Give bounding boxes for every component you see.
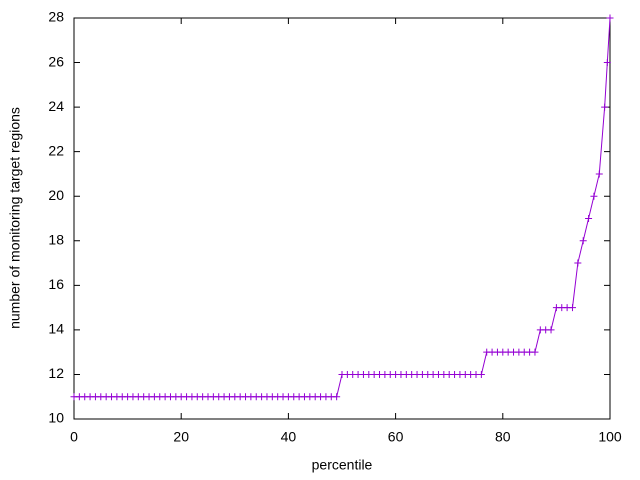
y-tick-label: 20 [48,187,64,203]
y-tick-label: 28 [48,9,64,25]
y-axis-label: number of monitoring target regions [7,107,23,329]
data-point [477,370,485,378]
data-point [568,304,576,312]
plot-frame [73,17,611,420]
data-point [590,192,598,200]
y-tick-label: 12 [48,365,64,381]
data-point [595,170,603,178]
y-tick-label: 22 [48,142,64,158]
data-point [606,14,614,22]
data-point [574,259,582,267]
data-line [74,17,611,398]
y-tick-label: 16 [48,276,64,292]
y-tick-label: 14 [48,321,64,337]
y-tick-label: 10 [48,410,64,426]
data-point [531,348,539,356]
y-tick-label: 18 [48,231,64,247]
x-tick-label: 40 [281,429,297,445]
y-tick-label: 26 [48,53,64,69]
data-point [585,215,593,222]
x-tick-label: 20 [173,429,189,445]
data-point [333,393,341,401]
x-tick-label: 60 [388,429,404,445]
y-tick-label: 24 [48,98,64,114]
data-point [547,326,555,334]
x-tick-label: 0 [70,429,78,445]
x-tick-label: 80 [495,429,511,445]
x-axis-label: percentile [312,457,373,473]
data-point [601,103,609,111]
data-point [579,237,587,245]
x-tick-label: 100 [598,429,622,445]
data-point [603,59,611,67]
